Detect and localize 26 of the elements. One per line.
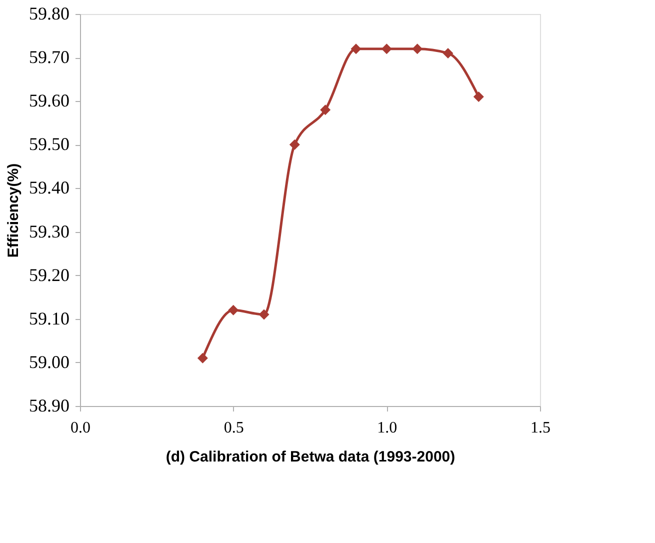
point bbox=[258, 309, 270, 320]
y-tick-label: 59.80 bbox=[29, 4, 70, 24]
point bbox=[412, 44, 423, 54]
point bbox=[350, 44, 362, 54]
point bbox=[320, 104, 331, 116]
x-tick-label: 1.5 bbox=[530, 420, 550, 436]
point bbox=[197, 352, 208, 364]
y-tick-label: 58.90 bbox=[29, 396, 70, 416]
x-axis-title: (d) Calibration of Betwa data (1993-2000) bbox=[166, 448, 456, 466]
point bbox=[473, 92, 484, 102]
y-tick-label: 59.40 bbox=[29, 178, 70, 198]
x-tick-label: 0.5 bbox=[224, 420, 244, 436]
y-tick-label: 59.00 bbox=[29, 352, 70, 372]
point bbox=[442, 48, 454, 58]
x-tick-label: 0.0 bbox=[70, 420, 90, 436]
y-tick-label: 59.50 bbox=[29, 134, 70, 154]
y-tick-label: 59.60 bbox=[29, 90, 70, 111]
point bbox=[228, 304, 239, 316]
y-tick-label: 59.20 bbox=[29, 264, 70, 285]
y-tick-label: 59.70 bbox=[29, 47, 70, 68]
point bbox=[289, 139, 300, 150]
y-tick-label: 59.30 bbox=[29, 221, 70, 242]
point bbox=[381, 44, 392, 54]
y-axis-title: Efficiency(%) bbox=[5, 163, 22, 258]
x-tick-label: 1.0 bbox=[377, 420, 398, 436]
y-tick-label: 59.10 bbox=[29, 308, 70, 328]
